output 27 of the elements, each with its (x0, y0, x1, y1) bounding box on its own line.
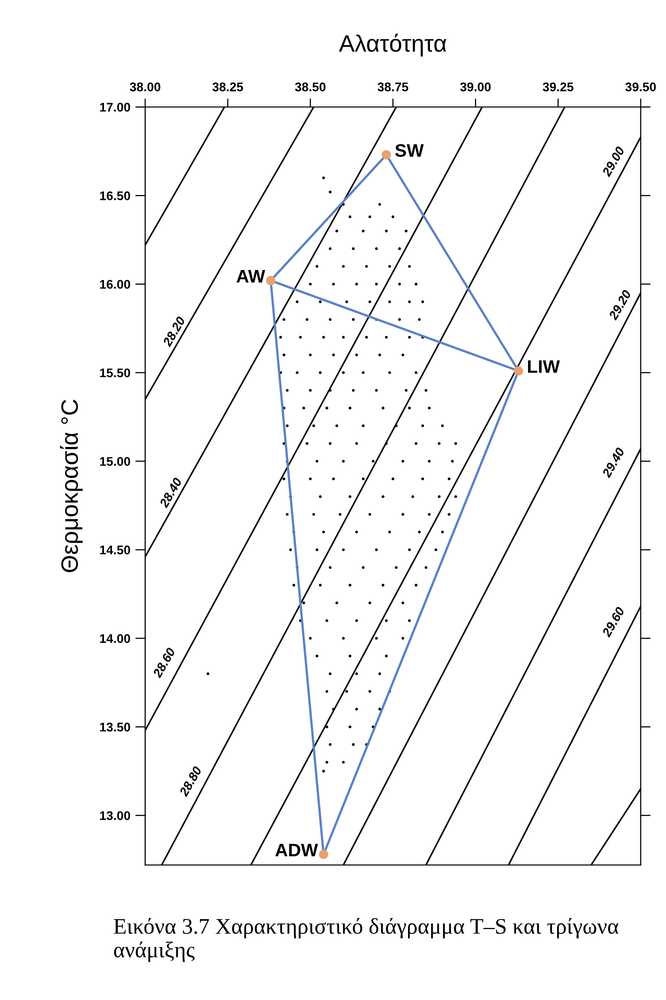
y-tick-label: 14.50 (100, 546, 130, 554)
y-tick-label: 17.00 (100, 102, 130, 112)
point (266, 276, 276, 286)
x-tick-label: 38.00 (130, 82, 160, 92)
x-tick-label: 38.75 (378, 82, 408, 92)
annotation: LIW (528, 360, 560, 373)
annotation: SW (395, 144, 424, 157)
x-tick-label: 39.50 (625, 82, 656, 92)
text: Εικόνα 3.7 Χαρακτηριστικό διάγραμμα T–S και τρίγωνα ανάμιξης (114, 918, 618, 962)
x-tick-label: 38.50 (295, 82, 326, 92)
x-tick-label: 39.25 (542, 82, 574, 92)
y-tick-label: 13.50 (100, 722, 130, 732)
annotation: AW (236, 270, 266, 282)
x-tick-label: 38.25 (212, 82, 244, 92)
y-tick-label: 15.00 (100, 457, 130, 466)
point (382, 150, 391, 160)
annotation: ADW (275, 844, 318, 856)
y-axis-title: Θερμοκρασία °C (60, 400, 83, 572)
x-axis-title: Αλατότητα (338, 34, 446, 56)
y-tick-label: 13.00 (100, 811, 130, 820)
y-tick-label: 16.50 (100, 191, 130, 200)
x-tick-label: 39.00 (460, 82, 491, 92)
y-tick-label: 16.00 (100, 280, 130, 289)
y-tick-label: 15.50 (100, 368, 130, 378)
point (318, 850, 328, 860)
point (514, 366, 524, 376)
y-tick-label: 14.00 (100, 634, 130, 643)
